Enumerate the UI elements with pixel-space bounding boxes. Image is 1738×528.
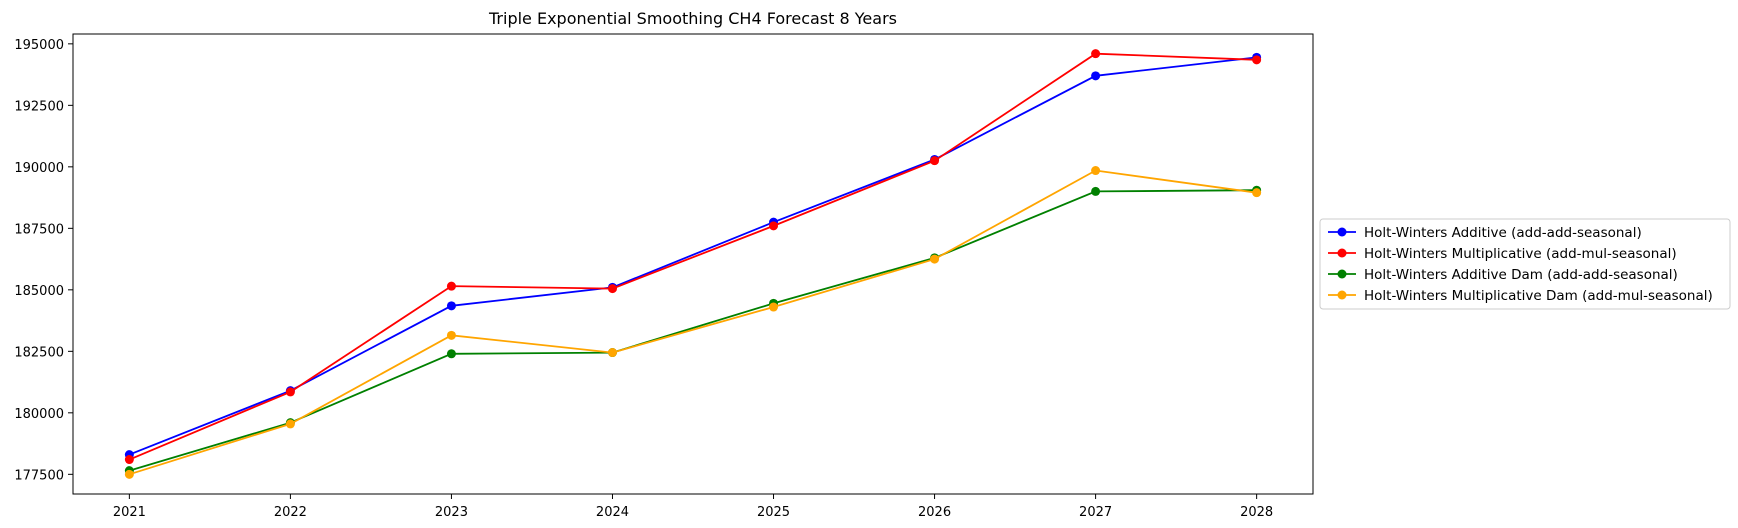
data-point [1091,186,1101,196]
data-point [446,349,456,359]
legend-marker [1337,227,1347,237]
x-tick-label: 2026 [918,505,951,520]
x-tick-label: 2025 [757,505,790,520]
data-point [607,348,617,358]
legend-marker [1337,269,1347,279]
data-point [285,387,295,397]
y-tick-label: 182500 [14,345,64,360]
axes-frame [72,33,1314,495]
y-tick-label: 195000 [14,38,64,53]
series-line [129,56,1257,456]
y-tick-label: 192500 [14,99,64,114]
chart-title: Triple Exponential Smoothing CH4 Forecas… [488,9,897,28]
legend-marker [1337,290,1347,300]
legend-frame [1319,218,1731,310]
data-point [124,469,134,479]
legend-label: Holt-Winters Additive (add-add-seasonal) [1364,225,1642,241]
legend-entry: Holt-Winters Additive (add-add-seasonal) [1328,225,1642,241]
legend-label: Holt-Winters Multiplicative Dam (add-mul… [1364,288,1713,304]
legend-entry: Holt-Winters Multiplicative (add-mul-sea… [1328,246,1677,262]
data-point [1252,55,1262,65]
legend-marker [1337,248,1347,258]
data-point [124,455,134,465]
data-point [1252,188,1262,198]
data-point [930,156,940,166]
data-point [1091,71,1101,81]
data-point [446,330,456,340]
data-point [769,221,779,231]
data-point [446,281,456,291]
data-point [446,301,456,311]
series-line [129,189,1257,472]
legend-label: Holt-Winters Multiplicative (add-mul-sea… [1364,246,1677,262]
y-tick-label: 187500 [14,222,64,237]
series-line [129,169,1257,476]
x-tick-label: 2027 [1079,505,1112,520]
data-point [607,284,617,294]
data-point [1091,49,1101,59]
x-tick-label: 2028 [1240,505,1273,520]
x-tick-label: 2023 [435,505,468,520]
y-tick-label: 177500 [14,468,64,483]
legend-label: Holt-Winters Additive Dam (add-add-seaso… [1364,267,1678,283]
data-point [769,302,779,312]
y-tick-label: 185000 [14,284,64,299]
series-1 [124,52,1262,460]
series-4 [124,166,1262,479]
data-point [285,419,295,429]
x-tick-label: 2021 [113,505,146,520]
data-point [930,254,940,264]
x-tick-label: 2024 [596,505,629,520]
x-tick-label: 2022 [274,505,307,520]
plot-area: 2021 2022 2023 2024 2025 2026 2027 2028 177500 18… [14,33,1314,520]
legend: Holt-Winters Additive (add-add-seasonal)… [1319,218,1731,310]
series-2 [124,49,1262,465]
legend-entry: Holt-Winters Additive Dam (add-add-seaso… [1328,267,1678,283]
series-line [129,52,1257,461]
y-tick-label: 190000 [14,161,64,176]
y-tick-label: 180000 [14,407,64,422]
legend-entry: Holt-Winters Multiplicative Dam (add-mul… [1328,288,1713,304]
data-point [1091,166,1101,176]
